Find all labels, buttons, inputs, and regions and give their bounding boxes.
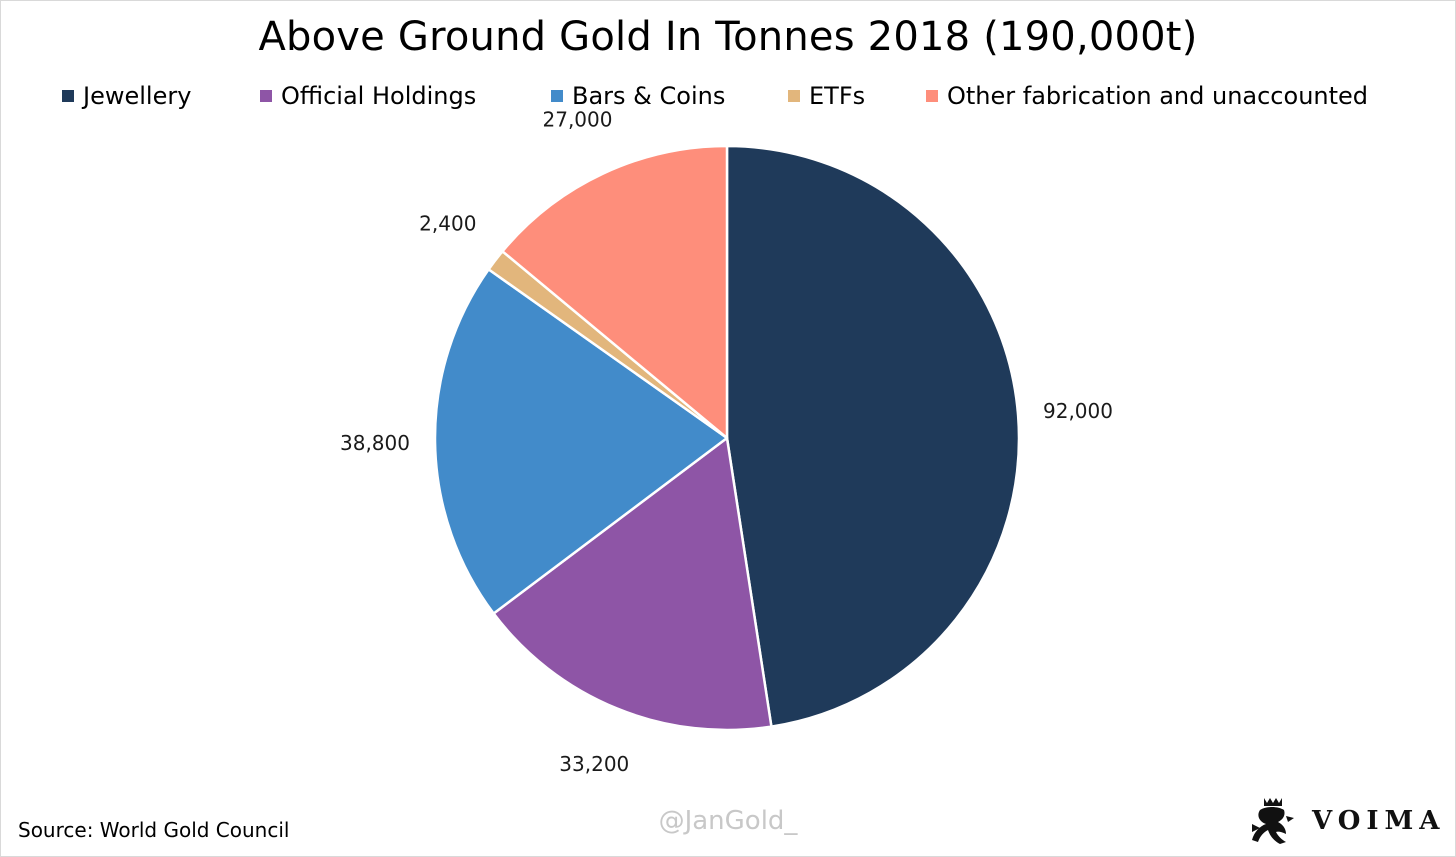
pie-slices — [433, 144, 1021, 732]
data-label-etfs: 2,400 — [419, 212, 476, 236]
pie-data-labels: 92,000 33,200 38,800 2,400 27,000 — [340, 107, 1113, 776]
legend-label-other: Other fabrication and unaccounted — [947, 82, 1369, 110]
legend-swatch-jewellery — [62, 90, 74, 102]
data-label-bars-coins: 38,800 — [340, 431, 410, 455]
legend-item-other: Other fabrication and unaccounted — [926, 82, 1368, 110]
chart-title: Above Ground Gold In Tonnes 2018 (190,00… — [258, 14, 1198, 60]
data-label-jewellery: 92,000 — [1043, 399, 1113, 423]
source-note: Source: World Gold Council — [18, 818, 290, 842]
legend-label-jewellery: Jewellery — [83, 82, 192, 110]
data-label-official-holdings: 33,200 — [559, 752, 629, 776]
voima-logo: VOIMA — [1246, 793, 1445, 849]
legend-label-official-holdings: Official Holdings — [281, 82, 477, 110]
pie-slice-bars-coins — [433, 268, 729, 615]
watermark: @JanGold_ — [658, 806, 798, 836]
legend-label-etfs: ETFs — [809, 82, 866, 110]
legend-label-bars-coins: Bars & Coins — [572, 82, 726, 110]
pie-slice-other-fabrication-and-unaccounted — [501, 144, 729, 440]
logo-text: VOIMA — [1312, 806, 1446, 836]
legend-item-jewellery: Jewellery — [62, 82, 191, 110]
chart-legend: Jewellery Official Holdings Bars & Coins… — [0, 82, 1456, 112]
legend-item-bars-coins: Bars & Coins — [551, 82, 725, 110]
pie-slice-jewellery — [725, 144, 1021, 728]
lion-crest-icon — [1252, 798, 1294, 844]
data-label-other-fabrication-and-unaccounted: 27,000 — [543, 107, 613, 131]
legend-item-official-holdings: Official Holdings — [260, 82, 476, 110]
pie-slice-official-holdings — [492, 436, 773, 732]
legend-swatch-other — [926, 90, 938, 102]
legend-swatch-etfs — [788, 90, 800, 102]
legend-swatch-bars-coins — [551, 90, 563, 102]
legend-swatch-official-holdings — [260, 90, 272, 102]
legend-item-etfs: ETFs — [788, 82, 865, 110]
